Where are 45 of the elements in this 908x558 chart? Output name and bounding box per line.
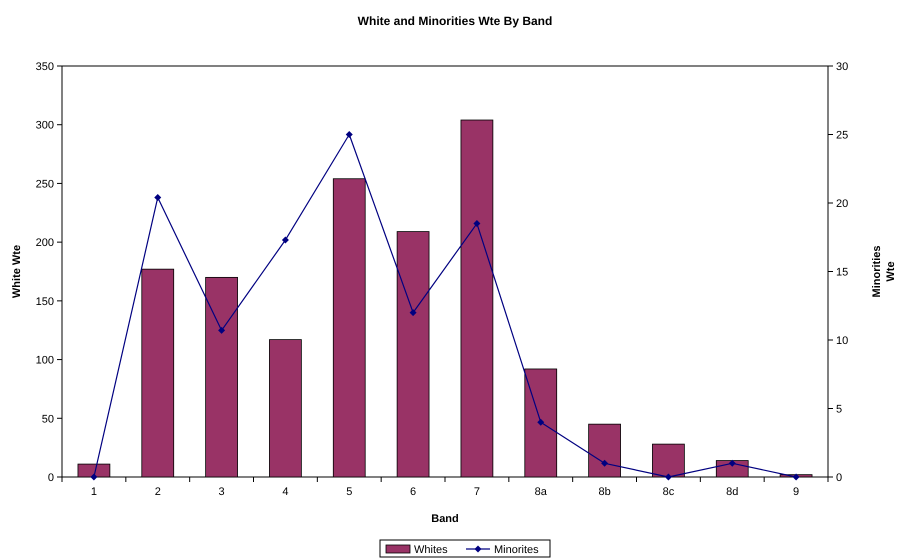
y2-tick-label: 20: [836, 198, 848, 210]
y-tick-label: 200: [36, 237, 54, 250]
y2-tick-label: 10: [836, 335, 848, 347]
point: [346, 131, 353, 138]
x-tick-label: 8d: [726, 486, 738, 498]
y-tick-label: 350: [36, 61, 54, 73]
point: [154, 194, 162, 202]
x-tick-label: 9: [793, 486, 800, 498]
y2-tick-label: 30: [836, 61, 848, 73]
y2-tick-label: 25: [836, 130, 848, 142]
x-tick-label: 4: [282, 486, 288, 498]
x-tick-label: 1: [90, 486, 97, 498]
y-tick-label: 250: [36, 178, 54, 190]
x-tick-label: 6: [410, 486, 416, 498]
y-tick-label: 0: [48, 472, 54, 484]
y2-tick-label: 0: [836, 472, 842, 484]
point: [282, 236, 289, 244]
point: [90, 474, 98, 480]
x-axis-title: Band: [431, 513, 459, 525]
y-axis-title: White Wte: [11, 244, 23, 298]
y-tick-label: 50: [42, 413, 54, 426]
point: [410, 309, 417, 316]
legend-label: Whites: [414, 544, 448, 556]
point: [664, 474, 672, 480]
y2-tick-label: 15: [836, 266, 848, 278]
y-tick-label: 300: [36, 120, 54, 132]
y-tick-label: 100: [36, 354, 54, 367]
x-tick-label: 8a: [534, 486, 548, 498]
y-tick-label: 150: [36, 296, 54, 308]
x-tick-label: 2: [154, 486, 161, 498]
y2-tick-label: 5: [836, 404, 842, 416]
point: [792, 474, 800, 480]
chart-title: White and Minorities Wte By Band: [358, 14, 552, 28]
y2-axis-title: Minorities Wte: [871, 246, 897, 298]
x-tick-label: 8b: [598, 486, 611, 498]
legend-label: Minorites: [494, 544, 540, 556]
point: [473, 220, 480, 228]
point: [601, 460, 608, 467]
point: [218, 326, 226, 334]
point: [728, 460, 736, 467]
point: [537, 418, 544, 426]
x-tick-label: 5: [346, 486, 352, 498]
x-tick-label: 3: [218, 486, 225, 498]
x-tick-label: 8c: [662, 486, 675, 498]
x-tick-label: 7: [474, 486, 480, 498]
